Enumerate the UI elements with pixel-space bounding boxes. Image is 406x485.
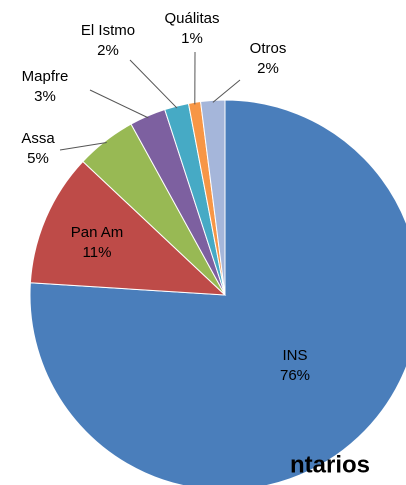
leader-line: [89, 89, 149, 119]
leader-line: [129, 59, 178, 109]
slice-label: Pan Am: [71, 224, 124, 241]
slice-label: INS: [282, 347, 307, 364]
slice-label: El Istmo: [81, 22, 135, 39]
leader-line: [212, 79, 241, 103]
slice-value-label: 2%: [97, 42, 119, 59]
pie-slice: [29, 99, 406, 485]
slice-value-label: 76%: [280, 367, 310, 384]
slice-label: Otros: [250, 40, 287, 57]
slice-label: Quálitas: [164, 10, 219, 27]
pie-slice: [200, 99, 226, 296]
slice-value-label: 11%: [83, 244, 112, 261]
annotation: ntarios: [290, 451, 370, 478]
slice-value-label: 5%: [27, 150, 49, 167]
pie-slice: [29, 160, 227, 296]
slice-label: Assa: [21, 130, 55, 147]
leader-line: [59, 142, 107, 151]
slice-value-label: 1%: [181, 30, 203, 47]
pie: INS 76% Pan Am 11% Assa 5% Mapfre 3% El Istmo 2% Q…: [21, 10, 406, 485]
slice-value-label: 3%: [34, 88, 56, 105]
slice-label: Mapfre: [22, 68, 69, 85]
slice-value-label: 2%: [257, 60, 279, 77]
